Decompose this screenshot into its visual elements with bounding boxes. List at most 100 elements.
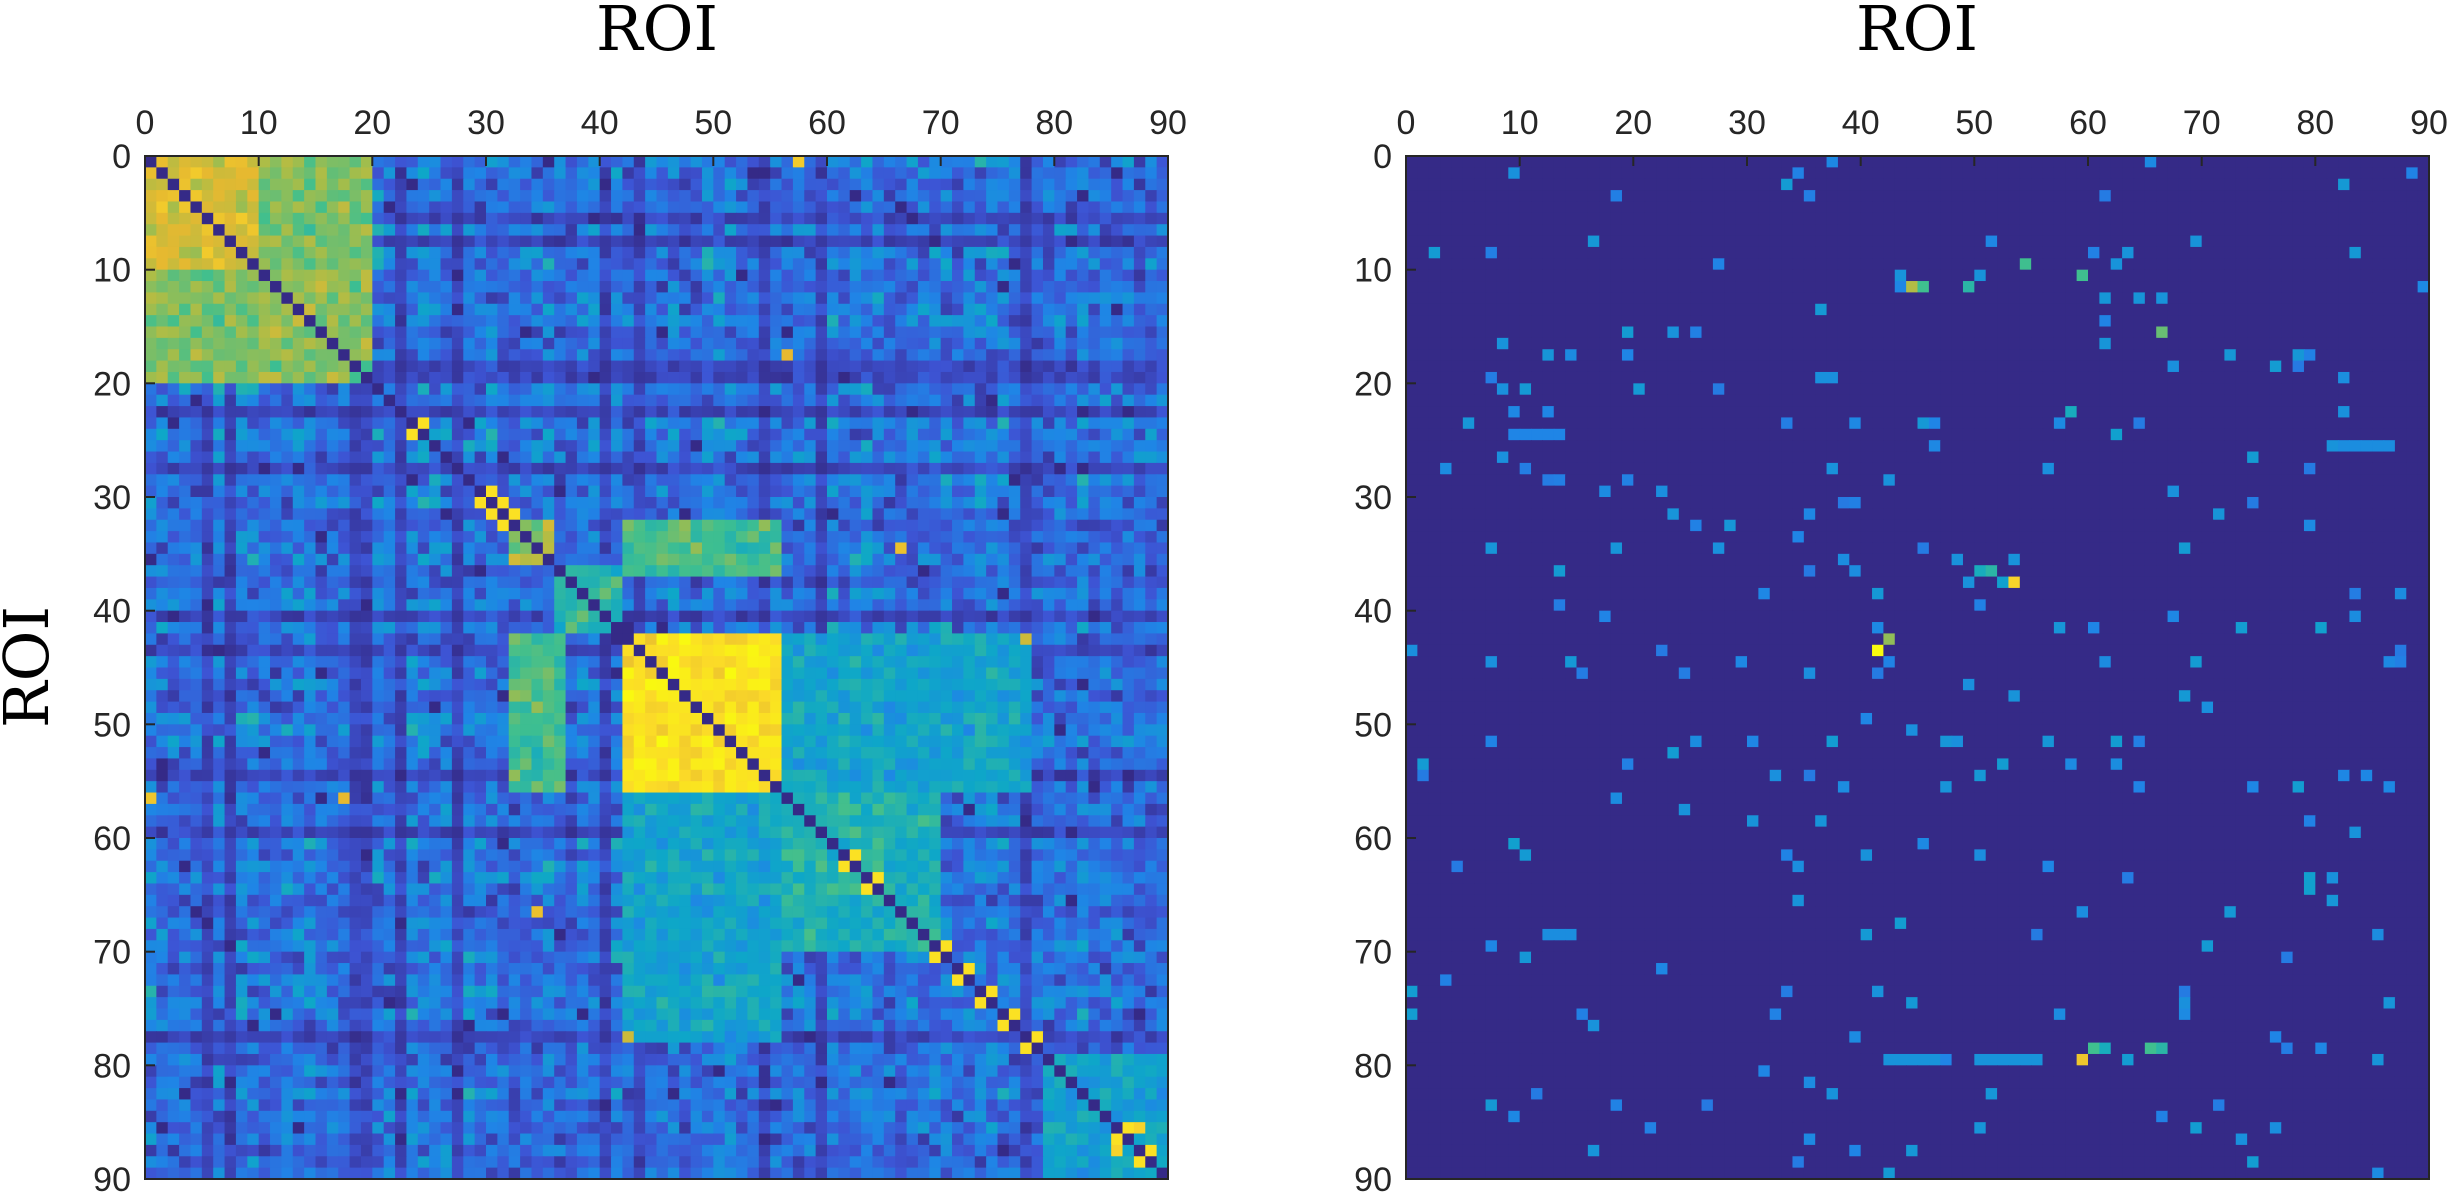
left-heatmap-cell — [395, 770, 407, 782]
left-heatmap-cell — [1134, 565, 1146, 577]
left-heatmap-cell — [316, 213, 328, 225]
left-heatmap-cell — [952, 690, 964, 702]
left-heatmap-cell — [213, 327, 225, 339]
left-heatmap-cell — [1066, 167, 1078, 179]
left-heatmap-cell — [190, 668, 202, 680]
left-heatmap-cell — [702, 531, 714, 543]
left-heatmap-cell — [918, 258, 930, 270]
left-heatmap-cell — [202, 315, 214, 327]
left-heatmap-cell — [1088, 167, 1100, 179]
left-heatmap-cell — [850, 542, 862, 554]
left-heatmap-cell — [566, 190, 578, 202]
left-heatmap-cell — [1157, 156, 1169, 168]
left-heatmap-cell — [929, 633, 941, 645]
left-heatmap-cell — [918, 156, 930, 168]
left-heatmap-cell — [611, 201, 623, 213]
left-heatmap-cell — [520, 236, 532, 248]
left-heatmap-cell — [441, 656, 453, 668]
left-heatmap-cell — [531, 508, 543, 520]
left-heatmap-cell — [304, 474, 316, 486]
left-heatmap-cell — [463, 304, 475, 316]
left-heatmap-cell — [577, 577, 589, 589]
left-heatmap-cell — [520, 565, 532, 577]
left-heatmap-cell — [634, 236, 646, 248]
left-heatmap-cell — [782, 270, 794, 282]
left-heatmap-cell — [361, 747, 373, 759]
left-heatmap-cell — [236, 361, 248, 373]
left-heatmap-cell — [520, 179, 532, 191]
left-heatmap-cell — [691, 770, 703, 782]
left-heatmap-cell — [1032, 758, 1044, 770]
left-heatmap-cell — [577, 633, 589, 645]
left-heatmap-cell — [497, 668, 509, 680]
left-heatmap-cell — [725, 156, 737, 168]
left-heatmap-cell — [998, 213, 1010, 225]
left-heatmap-cell — [190, 724, 202, 736]
left-heatmap-cell — [1043, 531, 1055, 543]
left-heatmap-cell — [861, 758, 873, 770]
left-heatmap-cell — [281, 429, 293, 441]
left-heatmap-cell — [736, 588, 748, 600]
left-heatmap-cell — [1077, 190, 1089, 202]
left-heatmap-cell — [963, 542, 975, 554]
left-heatmap-cell — [509, 668, 521, 680]
left-heatmap-cell — [759, 611, 771, 623]
left-heatmap-cell — [588, 224, 600, 236]
left-heatmap-cell — [1145, 645, 1157, 657]
left-heatmap-cell — [600, 440, 612, 452]
left-heatmap-cell — [270, 304, 282, 316]
left-heatmap-cell — [316, 349, 328, 361]
left-heatmap-cell — [179, 508, 191, 520]
left-heatmap-cell — [679, 463, 691, 475]
left-heatmap-cell — [1066, 395, 1078, 407]
left-heatmap-cell — [747, 577, 759, 589]
left-heatmap-cell — [713, 406, 725, 418]
left-heatmap-cell — [838, 668, 850, 680]
left-heatmap-cell — [952, 633, 964, 645]
left-heatmap-cell — [509, 736, 521, 748]
left-heatmap-cell — [1043, 452, 1055, 464]
left-heatmap-cell — [713, 190, 725, 202]
left-heatmap-cell — [600, 201, 612, 213]
left-heatmap-cell — [850, 508, 862, 520]
left-heatmap-cell — [622, 236, 634, 248]
left-heatmap-cell — [713, 633, 725, 645]
left-heatmap-cell — [509, 395, 521, 407]
left-heatmap-cell — [1100, 690, 1112, 702]
left-heatmap-cell — [520, 622, 532, 634]
left-heatmap-cell — [1088, 190, 1100, 202]
left-heatmap-cell — [486, 452, 498, 464]
left-heatmap-cell — [759, 702, 771, 714]
left-heatmap-cell — [213, 508, 225, 520]
left-heatmap-cell — [190, 463, 202, 475]
left-heatmap-cell — [225, 713, 237, 725]
left-heatmap-cell — [338, 508, 350, 520]
left-heatmap-cell — [531, 611, 543, 623]
left-heatmap-cell — [190, 747, 202, 759]
left-heatmap-cell — [1134, 497, 1146, 509]
left-heatmap-cell — [1145, 565, 1157, 577]
left-heatmap-cell — [327, 463, 339, 475]
left-heatmap-cell — [259, 383, 271, 395]
left-heatmap-cell — [441, 497, 453, 509]
left-heatmap-cell — [963, 474, 975, 486]
left-heatmap-cell — [702, 497, 714, 509]
left-heatmap-cell — [952, 167, 964, 179]
left-heatmap-cell — [213, 213, 225, 225]
left-heatmap-cell — [963, 713, 975, 725]
left-heatmap-cell — [611, 770, 623, 782]
left-heatmap-cell — [622, 383, 634, 395]
left-heatmap-cell — [702, 747, 714, 759]
left-heatmap-cell — [600, 190, 612, 202]
left-heatmap-cell — [668, 452, 680, 464]
left-heatmap-cell — [907, 542, 919, 554]
left-heatmap-cell — [668, 497, 680, 509]
left-heatmap-cell — [509, 167, 521, 179]
left-heatmap-cell — [986, 190, 998, 202]
left-heatmap-cell — [1123, 201, 1135, 213]
left-heatmap-cell — [782, 349, 794, 361]
left-heatmap-cell — [588, 724, 600, 736]
left-heatmap-cell — [520, 679, 532, 691]
left-heatmap-cell — [247, 429, 259, 441]
left-heatmap-cell — [281, 315, 293, 327]
